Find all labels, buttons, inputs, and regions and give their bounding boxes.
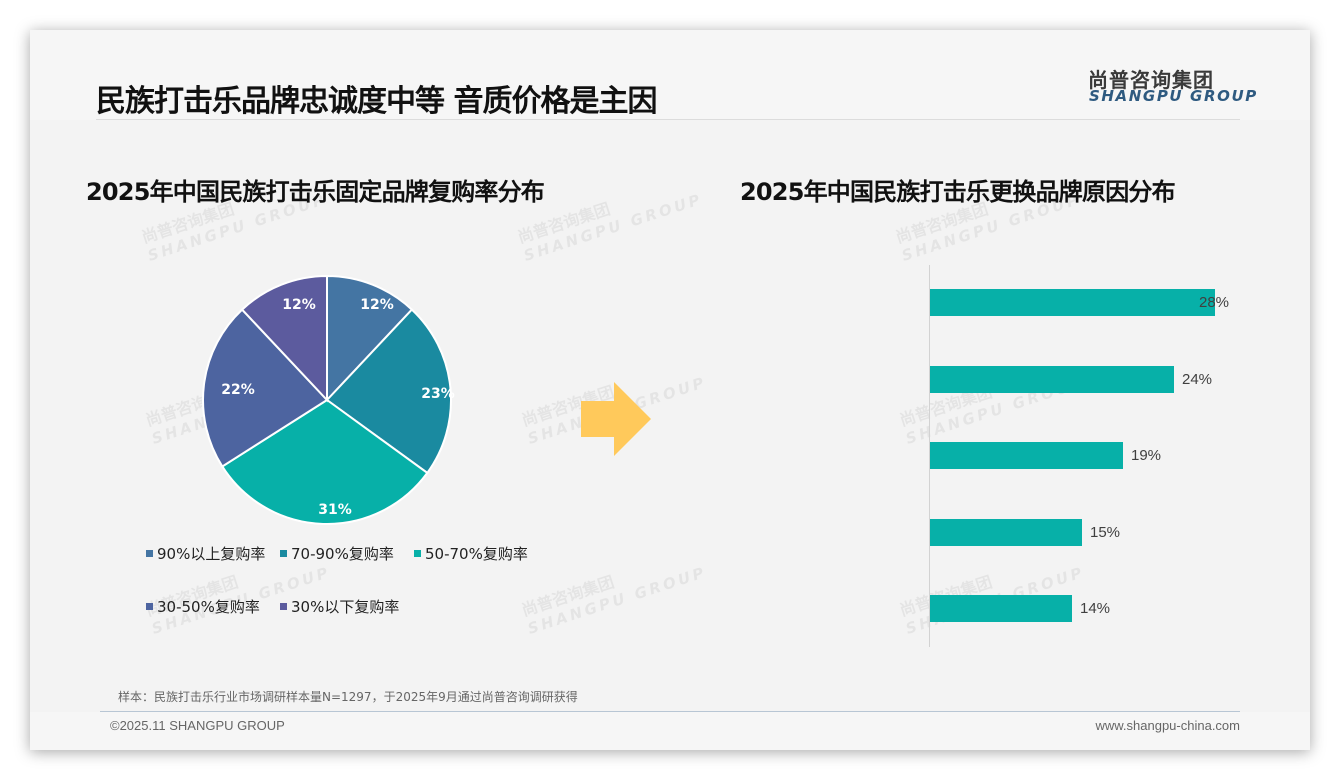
logo-english: SHANGPU GROUP (1089, 87, 1258, 105)
bar (930, 366, 1174, 393)
pie-slice (240, 274, 328, 403)
arrow-right-icon (581, 382, 651, 456)
pie-slice (326, 274, 414, 403)
bar-value: 19% (1131, 447, 1162, 464)
bar (930, 442, 1123, 469)
legend-item: 70-90%复购率 (280, 543, 394, 564)
legend-item: 90%以上复购率 (146, 543, 265, 564)
bar-value: 24% (1182, 371, 1213, 388)
pie-label: 23% (421, 386, 455, 402)
legend-label: 90%以上复购率 (157, 545, 266, 563)
bar (930, 595, 1072, 622)
bar-value: 15% (1090, 524, 1121, 541)
bar (930, 289, 1215, 316)
legend-swatch (146, 550, 153, 557)
pie-label: 22% (221, 382, 255, 398)
legend-swatch (146, 603, 153, 610)
page-title: 民族打击乐品牌忠诚度中等 音质价格是主因 (96, 84, 657, 119)
title-divider (96, 119, 1240, 120)
legend-label: 50-70%复购率 (425, 545, 528, 563)
copyright: ©2025.11 SHANGPU GROUP (110, 718, 285, 733)
pie-slice (220, 398, 429, 525)
footer-band (30, 712, 1310, 750)
legend-swatch (414, 550, 421, 557)
pie-slice (202, 308, 329, 468)
pie-label: 31% (318, 502, 352, 518)
legend-swatch (280, 550, 287, 557)
sample-note: 样本：民族打击乐行业市场调研样本量N=1297，于2025年9月通过尚普咨询调研… (118, 690, 578, 704)
header-band (30, 30, 1310, 120)
website-link[interactable]: www.shangpu-china.com (1095, 718, 1240, 733)
pie-chart-graphic (202, 274, 452, 525)
left-chart-title: 2025年中国民族打击乐固定品牌复购率分布 (86, 178, 545, 206)
pie-slice (325, 308, 452, 475)
legend-item: 30%以下复购率 (280, 596, 399, 617)
pie-chart: 12% 23% 31% 22% 12% (202, 274, 455, 525)
legend-label: 30-50%复购率 (157, 598, 260, 616)
right-chart-title: 2025年中国民族打击乐更换品牌原因分布 (740, 178, 1176, 206)
slide: 民族打击乐品牌忠诚度中等 音质价格是主因 尚普咨询集团 SHANGPU GROU… (30, 30, 1310, 750)
bar-value: 28% (1199, 294, 1230, 311)
pie-label: 12% (360, 297, 394, 313)
legend-item: 50-70%复购率 (414, 543, 528, 564)
legend-swatch (280, 603, 287, 610)
legend-label: 70-90%复购率 (291, 545, 394, 563)
footer-divider (100, 711, 1240, 712)
pie-label: 12% (282, 297, 316, 313)
bar-value: 14% (1080, 600, 1111, 617)
legend-item: 30-50%复购率 (146, 596, 260, 617)
legend-label: 30%以下复购率 (291, 598, 400, 616)
logo-chinese: 尚普咨询集团 (1088, 68, 1214, 92)
bar-chart-axis (929, 265, 930, 647)
bar (930, 519, 1082, 546)
